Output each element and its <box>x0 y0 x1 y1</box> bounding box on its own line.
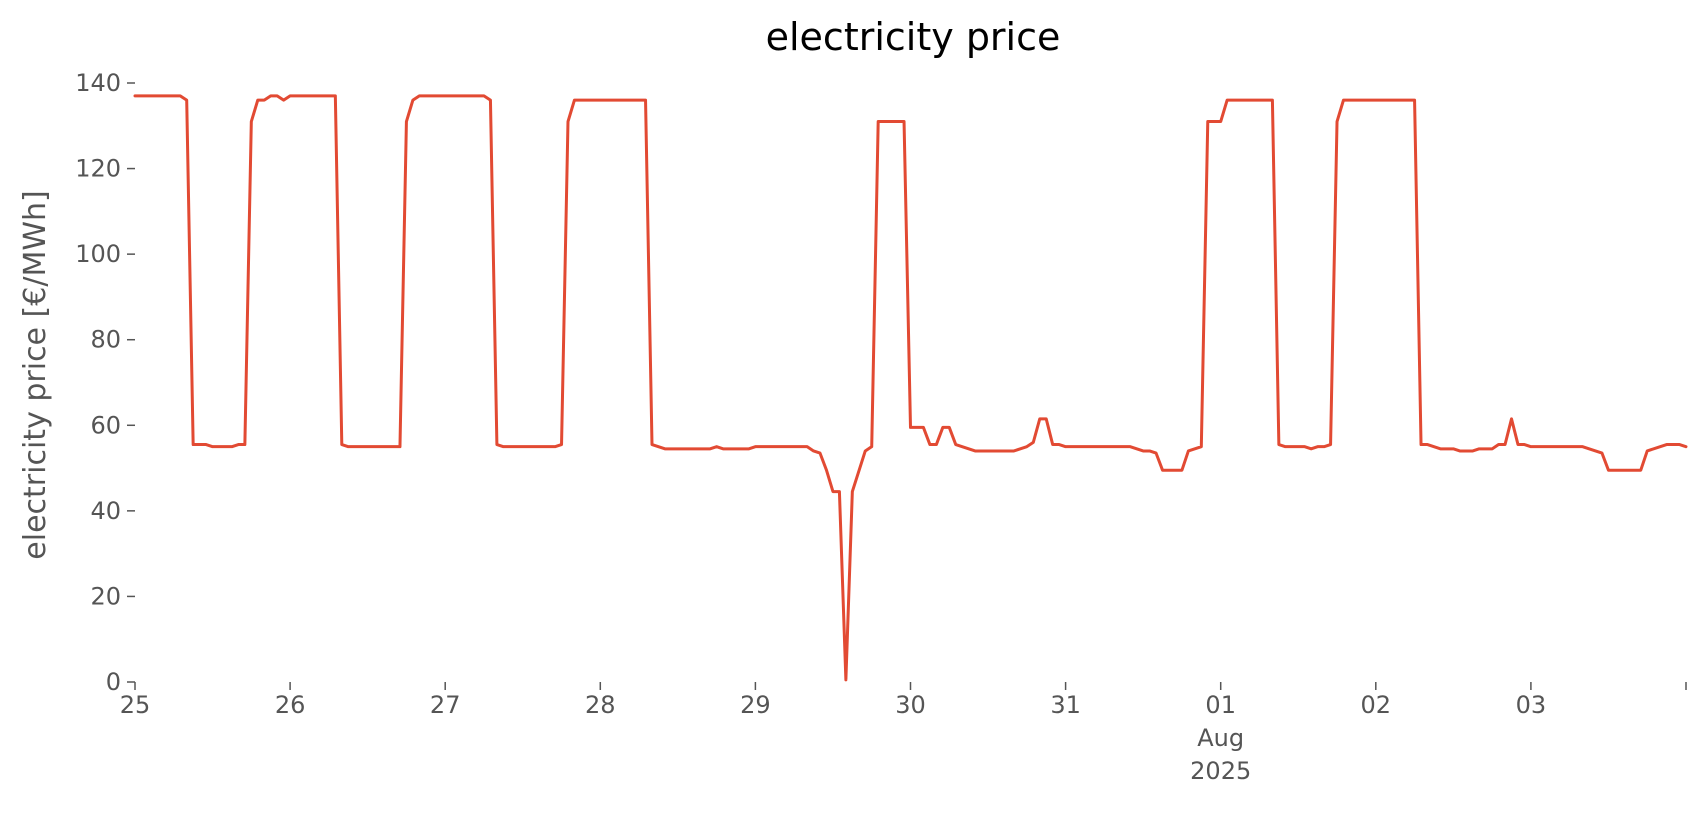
x-tick-label: 26 <box>275 691 306 719</box>
y-tick-label: 20 <box>90 582 121 610</box>
x-axis: 25 26 27 28 29 30 31 01 Aug 2025 02 03 <box>120 682 1687 785</box>
x-tick-label: 25 <box>120 691 151 719</box>
y-tick-label: 0 <box>106 668 121 696</box>
y-tick-label: 40 <box>90 497 121 525</box>
price-series-line <box>133 94 1688 682</box>
y-tick-label: 60 <box>90 411 121 439</box>
y-tick-label: 100 <box>75 240 121 268</box>
x-tick-label: 30 <box>895 691 926 719</box>
y-axis: 0 20 40 60 80 100 120 140 <box>75 69 135 696</box>
y-tick-label: 80 <box>90 326 121 354</box>
x-tick-label: 29 <box>740 691 771 719</box>
x-tick-label: 01 <box>1205 691 1236 719</box>
x-tick-label: 02 <box>1361 691 1392 719</box>
x-tick-label: 03 <box>1516 691 1547 719</box>
chart-title: electricity price <box>766 15 1061 59</box>
y-tick-label: 140 <box>75 69 121 97</box>
x-tick-label: Aug <box>1197 724 1244 752</box>
x-tick-label: 31 <box>1050 691 1081 719</box>
x-tick-label: 28 <box>585 691 616 719</box>
series-group <box>133 94 1688 682</box>
x-tick-label: 2025 <box>1190 757 1251 785</box>
x-tick-label: 27 <box>430 691 461 719</box>
y-tick-label: 120 <box>75 155 121 183</box>
y-axis-label: electricity price [€/MWh] <box>18 190 53 559</box>
